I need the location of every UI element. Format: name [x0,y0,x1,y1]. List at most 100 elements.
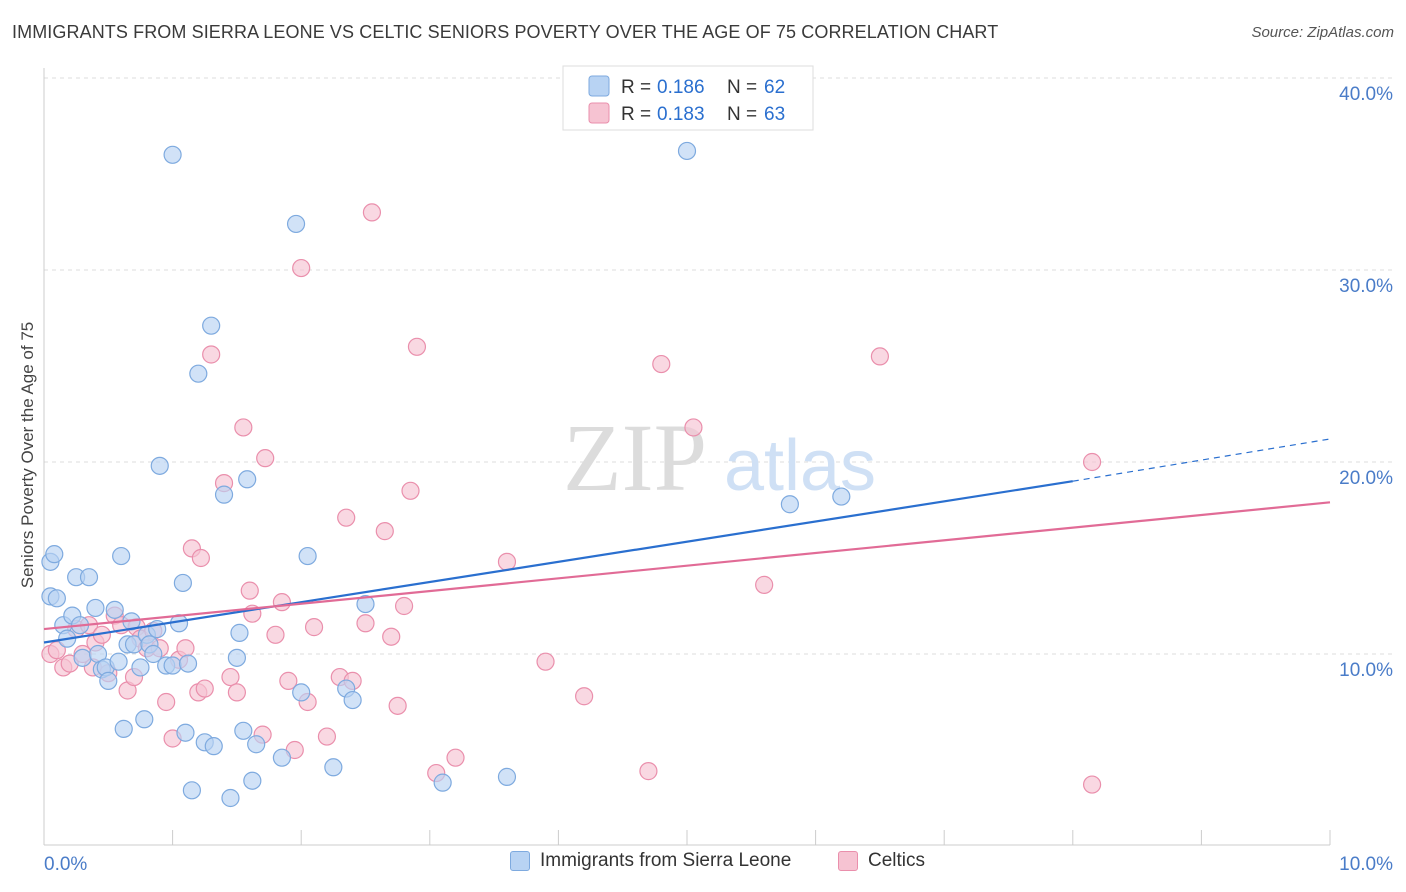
sierra-leone-point-23 [131,658,150,677]
legend-pink-n-label: N = [727,104,757,125]
sierra-leone-point-59 [497,767,517,786]
celtics-point-20 [157,692,176,712]
sierra-leone-point-40 [202,316,221,335]
sierra-leone-point-60 [677,141,697,161]
sierra-leone-point-51 [286,214,306,234]
tick-labels: 10.0% 20.0% 30.0% 40.0% 0.0% 10.0% [44,84,1393,875]
celtics-trend-line [43,501,1331,631]
source-credit: Source: ZipAtlas.com [1251,24,1394,41]
sierra-leone-point-31 [163,656,182,675]
sierra-leone-point-62 [832,487,851,506]
legend-label-celtics: Celtics [868,850,926,871]
celtics-point-60 [575,687,594,706]
celtics-point-54 [401,481,420,500]
legend-pink-r-value: 0.183 [657,104,705,125]
celtics-point-59 [536,652,555,671]
legend-item-celtics: Celtics [838,850,925,872]
sierra-leone-point-38 [189,364,208,383]
sierra-leone-point-15 [99,671,118,690]
celtics-point-53 [394,596,414,616]
legend-blue-swatch [588,75,610,97]
sierra-leone-point-52 [292,683,311,702]
legend-swatch-pink [838,851,858,871]
x-tick-label-1: 10.0% [1339,854,1393,875]
celtics-point-38 [272,593,292,612]
celtics-point-66 [1082,452,1102,472]
celtics-point-28 [202,345,221,364]
sierra-leone-point-46 [234,721,253,740]
sierra-leone-point-47 [238,470,257,489]
sierra-leone-point-49 [247,735,266,754]
sierra-leone-point-57 [356,594,375,614]
celtics-point-55 [407,337,427,356]
celtics-point-36 [256,449,275,468]
y-tick-label-0: 10.0% [1339,660,1393,681]
legend-label-sierra-leone: Immigrants from Sierra Leone [540,850,792,871]
celtics-point-49 [362,203,382,222]
celtics-point-63 [684,418,703,437]
celtics-point-65 [870,347,890,366]
legend-top: R = 0.186 N = 62 R = 0.183 N = 63 [562,65,814,131]
watermark-zip: ZIP [563,404,707,511]
sierra-leone-point-56 [343,690,362,710]
trend-lines [43,438,1331,644]
celtics-point-48 [356,614,375,633]
legend-pink-swatch [588,102,610,124]
sierra-leone-point-33 [163,145,182,164]
celtics-point-44 [317,727,337,746]
sierra-leone-points [41,141,851,808]
sierra-leone-point-1 [45,545,64,564]
y-tick-label-2: 30.0% [1339,276,1393,297]
celtics-point-32 [234,418,253,437]
sierra-leone-point-45 [230,623,249,642]
sierra-leone-point-35 [176,723,195,742]
celtics-point-43 [304,618,324,637]
legend-item-sierra-leone: Immigrants from Sierra Leone [510,850,791,872]
legend-blue-n-label: N = [727,77,757,98]
legend-swatch-blue [510,851,530,871]
axes [43,68,1331,846]
celtics-point-52 [388,696,407,715]
sierra-leone-point-18 [112,546,131,566]
legend-blue-r-label: R = [621,77,651,98]
sierra-leone-point-58 [433,773,452,792]
celtics-point-30 [221,667,240,687]
gridlines [44,77,1392,655]
sierra-leone-point-41 [204,737,223,756]
sierra-leone-point-10 [79,568,99,587]
y-axis-label: Seniors Poverty Over the Age of 75 [18,322,37,588]
sierra-leone-point-16 [105,600,124,619]
celtics-point-39 [279,671,298,690]
celtics-point-61 [639,762,658,781]
sierra-leone-point-27 [144,644,163,664]
celtics-point-64 [755,575,774,594]
celtics-point-51 [382,627,401,646]
y-tick-label-3: 40.0% [1339,84,1393,105]
watermark-atlas: atlas [724,426,876,506]
sierra-leone-point-34 [173,573,192,593]
legend-pink-r-label: R = [621,104,651,125]
sierra-leone-point-17 [109,652,128,671]
celtics-point-27 [195,679,214,698]
chart-title: IMMIGRANTS FROM SIERRA LEONE VS CELTIC S… [12,22,999,42]
legend-blue-n-value: 62 [764,77,785,98]
sierra-leone-point-53 [298,546,317,566]
celtics-point-62 [652,354,671,374]
celtics-point-41 [292,258,311,278]
y-tick-label-1: 20.0% [1339,468,1393,489]
sierra-leone-point-37 [182,781,201,800]
celtics-point-50 [375,522,394,541]
celtics-point-58 [497,552,517,571]
sierra-leone-point-43 [221,788,240,808]
celtics-point-46 [337,508,356,527]
celtics-point-57 [446,748,465,767]
sierra-leone-point-42 [214,485,234,504]
legend-bottom: Immigrants from Sierra Leone Celtics [0,850,1406,880]
sierra-leone-point-54 [324,758,343,777]
celtics-point-23 [176,639,195,658]
sierra-leone-point-24 [135,710,154,729]
sierra-leone-point-19 [114,719,133,738]
sierra-leone-trend-line [43,480,1073,644]
sierra-leone-trend-extension [1072,438,1331,482]
